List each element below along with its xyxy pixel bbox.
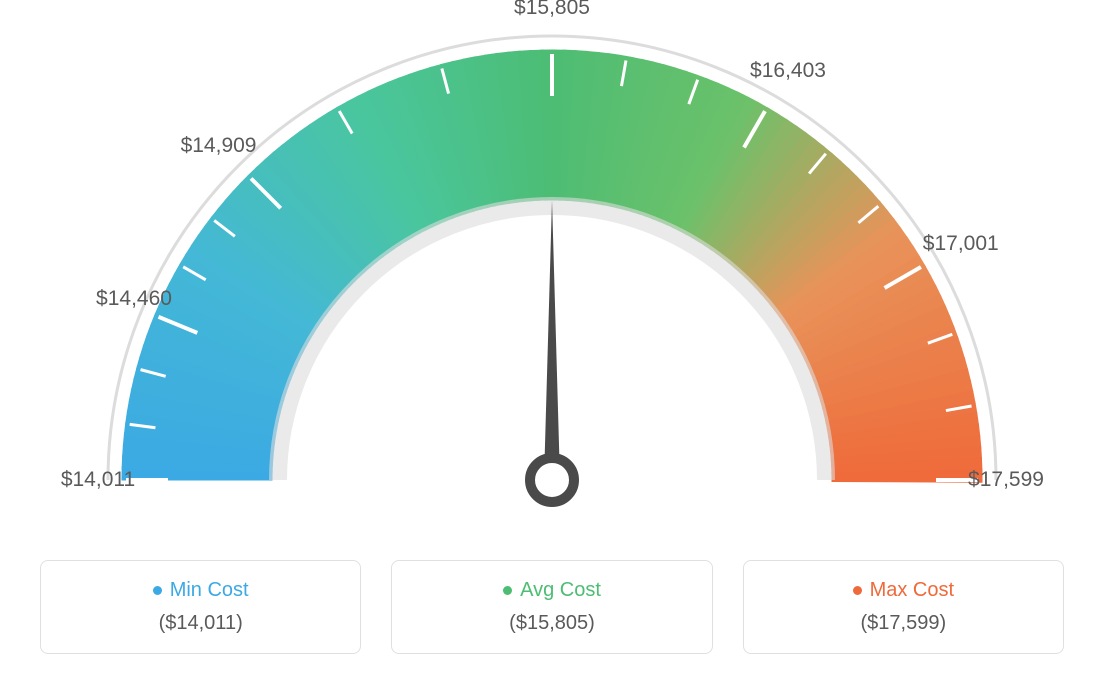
legend-title-text: Min Cost [170,579,249,602]
legend-dot-icon [853,586,862,595]
legend-title: Max Cost [853,579,954,602]
legend-card: Max Cost ($17,599) [743,560,1064,654]
legend-dot-icon [503,586,512,595]
legend-title-text: Max Cost [870,579,954,602]
legend-title: Min Cost [153,579,249,602]
legend-title: Avg Cost [503,579,601,602]
gauge-tick-label: $15,805 [514,0,590,20]
gauge-tick-label: $16,403 [750,59,826,83]
legend-card: Min Cost ($14,011) [40,560,361,654]
legend-value: ($17,599) [754,612,1053,635]
legend-value: ($15,805) [402,612,701,635]
legend-value: ($14,011) [51,612,350,635]
gauge-container: $14,011 $14,460 $14,909 $15,805 $16,403 $17,0… [0,0,1104,540]
gauge-tick-label: $14,909 [181,134,257,158]
legend-dot-icon [153,586,162,595]
gauge-tick-label: $17,001 [923,232,999,256]
gauge-tick-label: $14,011 [61,468,135,492]
legend-row: Min Cost ($14,011) Avg Cost ($15,805) Max Co… [0,560,1104,654]
legend-title-text: Avg Cost [520,579,601,602]
gauge-tick-label: $14,460 [96,287,172,311]
legend-card: Avg Cost ($15,805) [391,560,712,654]
gauge-tick-label: $17,599 [968,468,1044,492]
gauge-chart [0,0,1104,540]
